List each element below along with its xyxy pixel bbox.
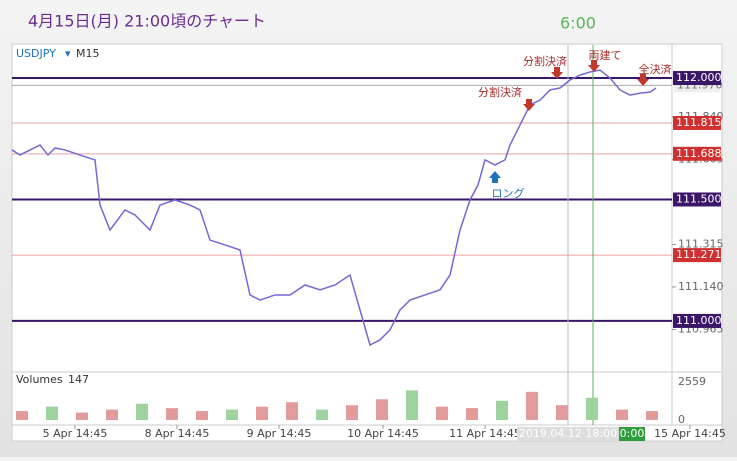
level-label: 111.688 <box>676 147 722 160</box>
level-label: 111.271 <box>676 248 722 261</box>
volume-bar <box>496 400 508 420</box>
level-label: 111.815 <box>676 116 722 129</box>
x-tick-label: 11 Apr 14:45 <box>449 427 521 440</box>
volume-bar <box>136 403 148 420</box>
crosshair-box <box>517 427 619 441</box>
annotation-arrow <box>489 171 501 183</box>
level-box <box>673 115 721 130</box>
y-tick-label: 111.140 <box>678 280 724 293</box>
annotation: ロング <box>492 186 525 200</box>
volume-bar <box>616 409 628 420</box>
level-label: 112.000 <box>676 71 722 84</box>
annotation-arrow <box>551 67 563 79</box>
x-tick-label: 5 Apr 14:45 <box>43 427 108 440</box>
volume-label: Volumes <box>16 373 63 386</box>
volume-bar <box>646 411 658 420</box>
volume-bar <box>586 397 598 420</box>
volume-last: 147 <box>68 373 89 386</box>
annotation: 全決済 <box>639 62 672 76</box>
volume-bar <box>346 405 358 420</box>
volume-tick-label: 2559 <box>678 375 706 388</box>
volume-bar <box>406 390 418 420</box>
volume-bar <box>196 411 208 420</box>
x-tick-label: 9 Apr 14:45 <box>247 427 312 440</box>
volume-bar <box>556 405 568 420</box>
symbol-caret[interactable]: ▾ <box>65 47 71 60</box>
chart-title: 4月15日(月) 21:00頃のチャート <box>28 12 266 31</box>
x-tick-label: 10 Apr 14:45 <box>347 427 419 440</box>
time-note: 6:00 <box>560 14 596 33</box>
volume-bar <box>76 412 88 420</box>
symbol[interactable]: USDJPY <box>16 47 56 60</box>
volume-bar <box>256 406 268 420</box>
volume-bar <box>286 402 298 420</box>
volume-bar <box>226 409 238 420</box>
annotation-arrow <box>588 60 600 72</box>
level-box <box>673 71 721 86</box>
annotation-arrow <box>523 99 535 111</box>
volume-bar <box>466 408 478 420</box>
volume-bar <box>16 411 28 420</box>
volume-bar <box>106 409 118 420</box>
volume-tick-label: 0 <box>678 413 685 426</box>
y-tick-label: 111.315 <box>678 237 724 250</box>
crosshair-label: 2019.04.12 18:00 <box>519 427 617 440</box>
level-label: 111.000 <box>676 314 722 327</box>
x-tick-label: 15 Apr 14:45 <box>654 427 726 440</box>
x-tick-label: 8 Apr 14:45 <box>145 427 210 440</box>
level-box <box>673 248 721 263</box>
marker-box <box>619 427 645 441</box>
timeframe[interactable]: M15 <box>76 47 100 60</box>
annotation: 分割決済 <box>478 85 522 99</box>
annotation: 両建て <box>589 48 622 62</box>
level-label: 111.500 <box>676 192 722 205</box>
volume-bar <box>166 408 178 420</box>
price-line <box>11 69 657 347</box>
volume-bar <box>436 406 448 420</box>
annotation-arrow <box>637 74 649 86</box>
volume-bar <box>526 391 538 420</box>
level-box <box>673 146 721 161</box>
volume-bar <box>46 406 58 420</box>
marker-label: 0:00 <box>620 427 645 440</box>
chart-panel <box>11 43 723 442</box>
level-box <box>673 192 721 207</box>
volume-bar <box>376 399 388 420</box>
annotation: 分割決済 <box>523 54 567 68</box>
volume-bar <box>316 409 328 420</box>
level-box <box>673 313 721 328</box>
